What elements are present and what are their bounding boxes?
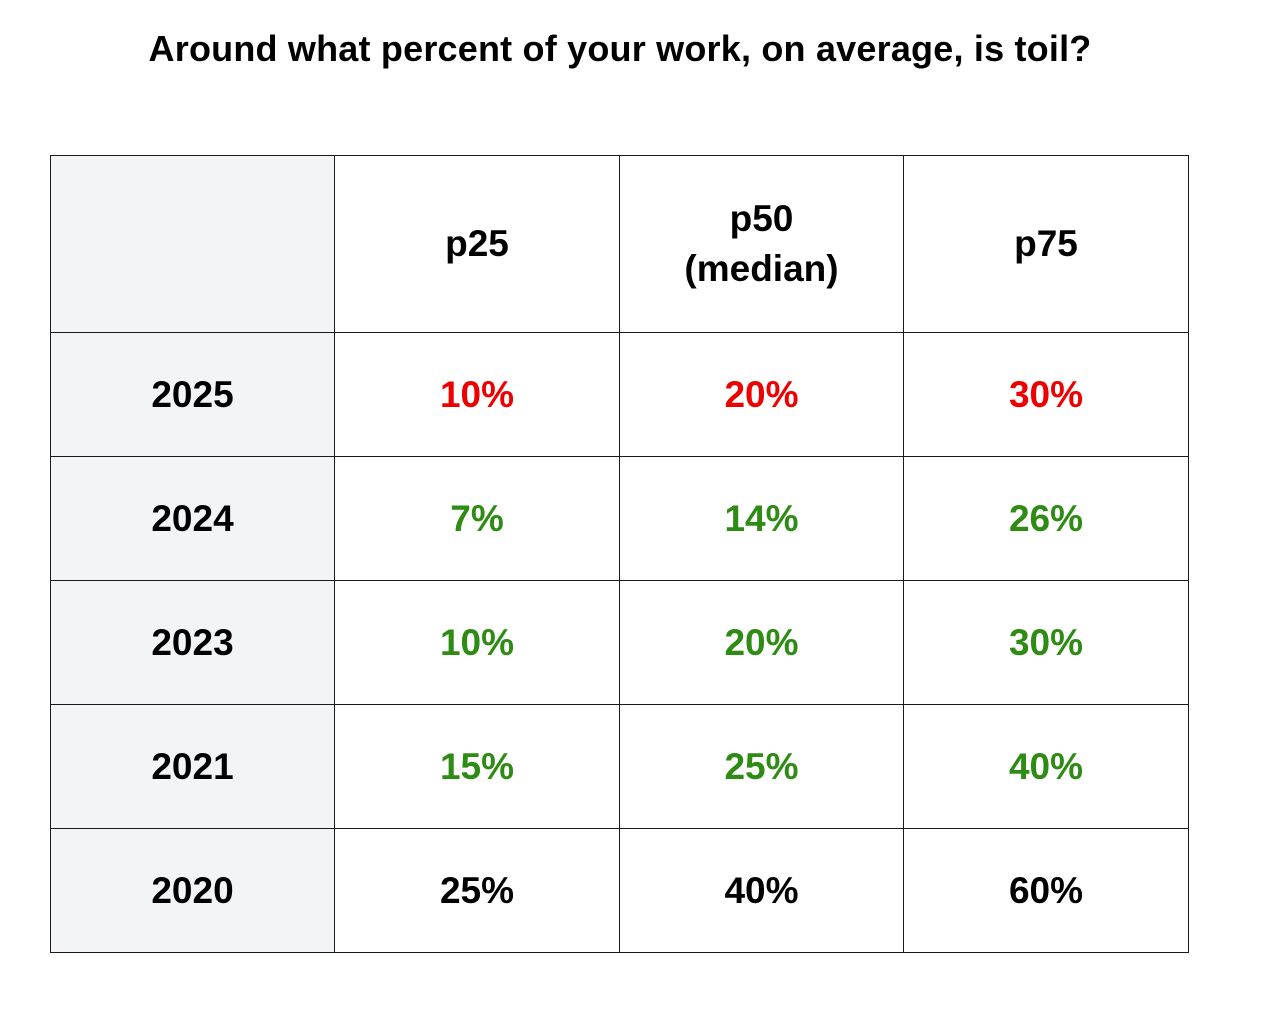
value-cell-p50: 40% bbox=[619, 828, 904, 953]
value-cell-p50: 20% bbox=[619, 332, 904, 457]
table-row: 2020 25% 40% 60% bbox=[50, 828, 1189, 953]
value-cell-p50: 25% bbox=[619, 704, 904, 829]
table-row: 2024 7% 14% 26% bbox=[50, 456, 1189, 581]
table-title: Around what percent of your work, on ave… bbox=[148, 28, 1092, 69]
column-header-p25: p25 bbox=[334, 155, 620, 333]
value-cell-p75: 60% bbox=[903, 828, 1189, 953]
value-cell-p75: 26% bbox=[903, 456, 1189, 581]
value-cell-p25: 7% bbox=[334, 456, 620, 581]
row-year-label: 2021 bbox=[50, 704, 335, 829]
row-year-label: 2020 bbox=[50, 828, 335, 953]
value-cell-p25: 10% bbox=[334, 580, 620, 705]
table-row: 2021 15% 25% 40% bbox=[50, 704, 1189, 829]
value-cell-p25: 15% bbox=[334, 704, 620, 829]
value-cell-p75: 40% bbox=[903, 704, 1189, 829]
value-cell-p75: 30% bbox=[903, 580, 1189, 705]
value-cell-p75: 30% bbox=[903, 332, 1189, 457]
table-row: 2023 10% 20% 30% bbox=[50, 580, 1189, 705]
header-row: p25 p50 (median) p75 bbox=[50, 155, 1189, 333]
toil-percentiles-table: p25 p50 (median) p75 2025 10% 20% 30% 20… bbox=[50, 155, 1189, 953]
row-year-label: 2024 bbox=[50, 456, 335, 581]
column-header-p50: p50 (median) bbox=[619, 155, 904, 333]
row-year-label: 2025 bbox=[50, 332, 335, 457]
value-cell-p50: 20% bbox=[619, 580, 904, 705]
value-cell-p25: 25% bbox=[334, 828, 620, 953]
value-cell-p25: 10% bbox=[334, 332, 620, 457]
column-header-p75: p75 bbox=[903, 155, 1189, 333]
table-row: 2025 10% 20% 30% bbox=[50, 332, 1189, 457]
corner-cell bbox=[50, 155, 335, 333]
row-year-label: 2023 bbox=[50, 580, 335, 705]
value-cell-p50: 14% bbox=[619, 456, 904, 581]
